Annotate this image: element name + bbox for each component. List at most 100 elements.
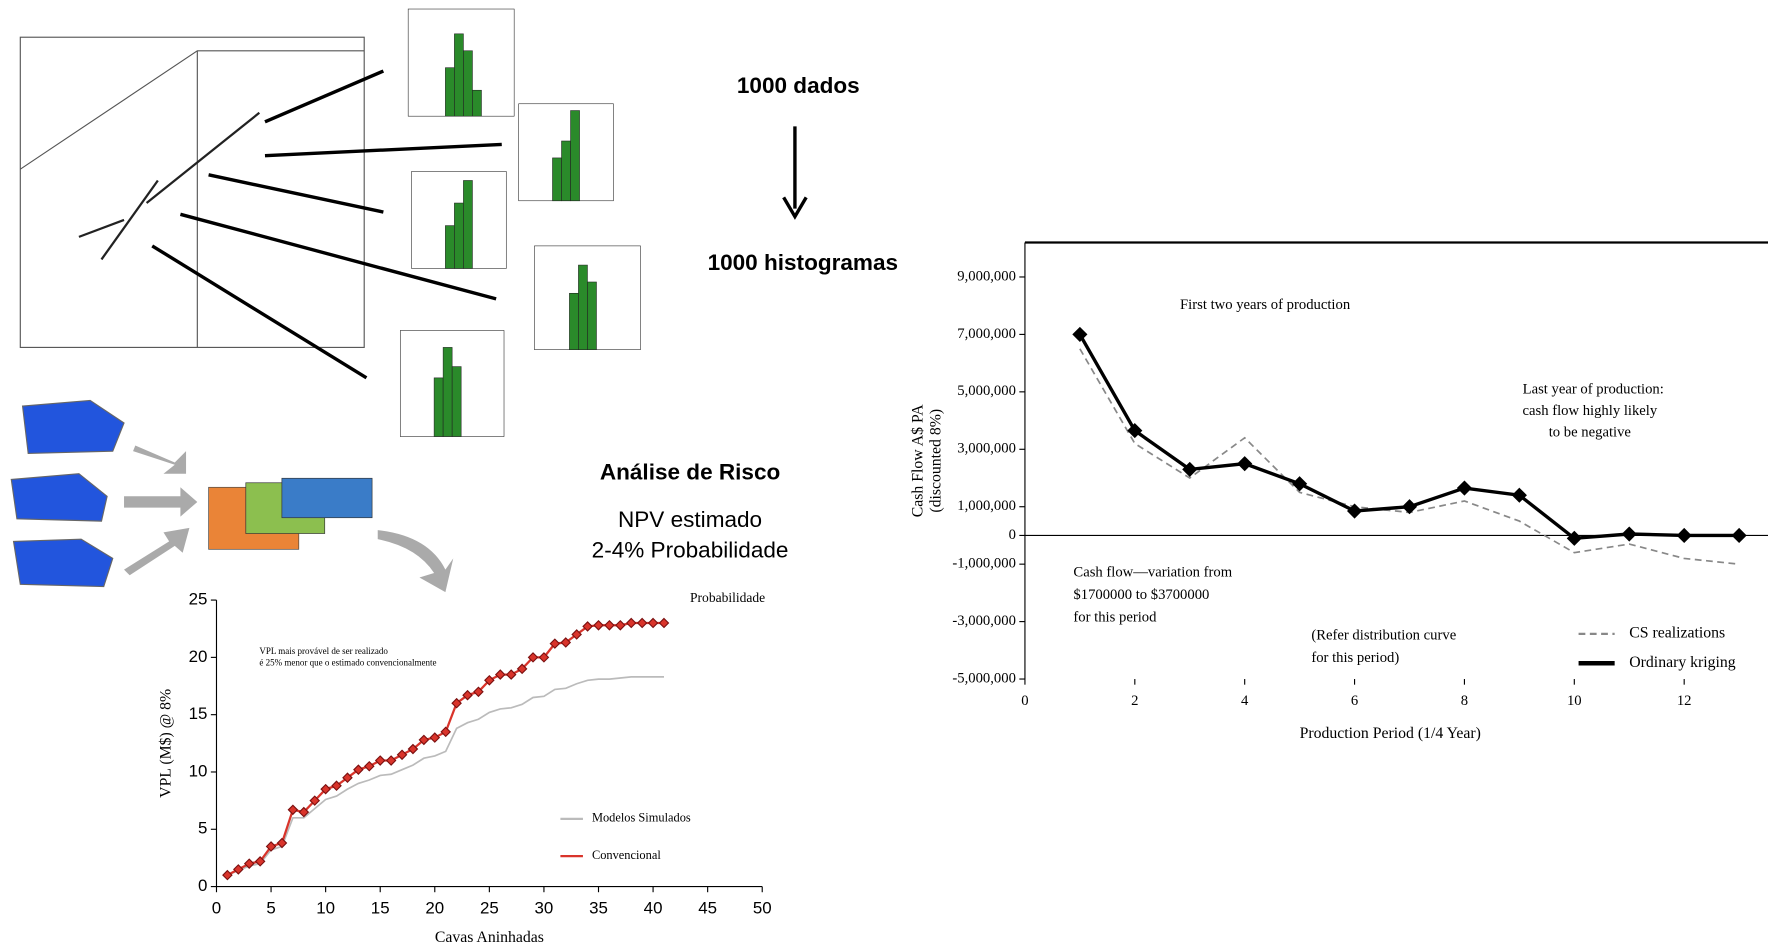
y-axis-label: VPL (M$) @ 8% [158,689,175,798]
y-tick-label: 3,000,000 [957,441,1016,457]
annotation: é 25% menor que o estimado convencionalm… [259,657,436,667]
legend-label: Modelos Simulados [592,811,691,825]
marker [593,619,604,631]
marker [429,732,441,743]
x-axis-label: Cavas Aninhadas [435,929,544,946]
annotation: for this period [1073,609,1157,625]
x-tick-label: 15 [371,899,390,918]
label: 2-4% Probabilidade [592,538,789,563]
y-axis-label: (discounted 8%) [928,409,945,513]
blocks-icon [208,477,373,550]
x-tick-label: 20 [425,899,444,918]
marker [1731,527,1747,544]
x-axis-label: Production Period (1/4 Year) [1300,725,1481,742]
marker [571,629,582,640]
x-tick-label: 0 [212,899,221,918]
x-tick-label: 45 [698,899,717,918]
label: 1000 histogramas [708,250,898,275]
marker [353,764,364,775]
label: 1000 dados [737,73,860,98]
annotation: (Refer distribution curve [1311,628,1456,644]
annotation: to be negative [1549,424,1631,440]
marker [494,669,506,680]
x-tick-label: 4 [1241,693,1249,709]
map-icons [10,399,454,593]
marker [658,617,670,629]
x-tick-label: 8 [1461,693,1468,709]
marker [1511,487,1527,503]
marker [309,795,321,806]
y-tick-label: 0 [1009,527,1016,543]
marker [527,652,539,663]
marker [615,619,626,631]
marker [1237,456,1253,472]
x-tick-label: 6 [1351,693,1358,709]
marker [549,638,561,649]
marker [604,619,615,631]
marker [298,806,310,818]
marker [582,621,593,632]
marker [1401,499,1418,515]
marker [243,858,255,869]
marker [1621,526,1637,542]
y-tick-label: 15 [189,704,208,723]
y-tick-label: -3,000,000 [952,613,1016,629]
marker [1127,423,1143,439]
x-tick-label: 12 [1677,693,1692,709]
annotation: $1700000 to $3700000 [1073,587,1209,603]
marker [1566,530,1582,546]
x-tick-label: 2 [1131,693,1138,709]
x-tick-label: 0 [1021,693,1028,709]
marker [233,864,244,875]
marker [1072,326,1088,342]
marker [1676,527,1692,544]
marker [342,772,353,784]
marker [276,837,288,849]
arrow-head [782,196,808,220]
marker [516,663,528,675]
x-tick-label: 40 [644,899,663,918]
marker [473,686,484,698]
legend-label: Convencional [592,848,661,862]
histogram-icons [399,8,641,437]
marker [222,869,233,881]
marker [418,734,430,746]
marker [374,755,386,766]
marker [560,637,572,648]
annotation: cash flow highly likely [1522,403,1657,419]
marker [625,617,637,629]
marker [363,760,375,772]
marker [407,743,419,755]
y-tick-label: 7,000,000 [957,326,1016,342]
marker [396,749,408,761]
marker [1182,461,1198,477]
y-tick-label: 5,000,000 [957,383,1016,399]
marker [647,617,659,629]
y-axis-label: Cash Flow A$ PA [910,404,927,518]
marker [538,652,550,663]
marker [385,755,397,766]
annotation: for this period) [1311,650,1399,666]
y-tick-label: 5 [198,819,207,838]
annotation: VPL mais provável de ser realizado [259,646,388,656]
series-line [227,676,664,876]
legend-label: Ordinary kriging [1629,654,1735,671]
y-tick-label: 9,000,000 [957,268,1016,284]
marker [505,669,517,680]
marker [462,689,473,701]
marker [265,841,277,852]
marker [1456,480,1472,496]
y-tick-label: 25 [189,590,208,609]
marker [254,856,266,867]
x-tick-label: 50 [753,899,772,918]
annotation: Cash flow—variation from [1073,564,1232,580]
x-tick-label: 10 [1567,693,1582,709]
annotation: First two years of production [1180,297,1351,313]
title: Análise de Risco [600,460,780,485]
marker [636,617,648,629]
x-tick-label: 35 [589,899,608,918]
y-tick-label: -5,000,000 [952,670,1016,686]
